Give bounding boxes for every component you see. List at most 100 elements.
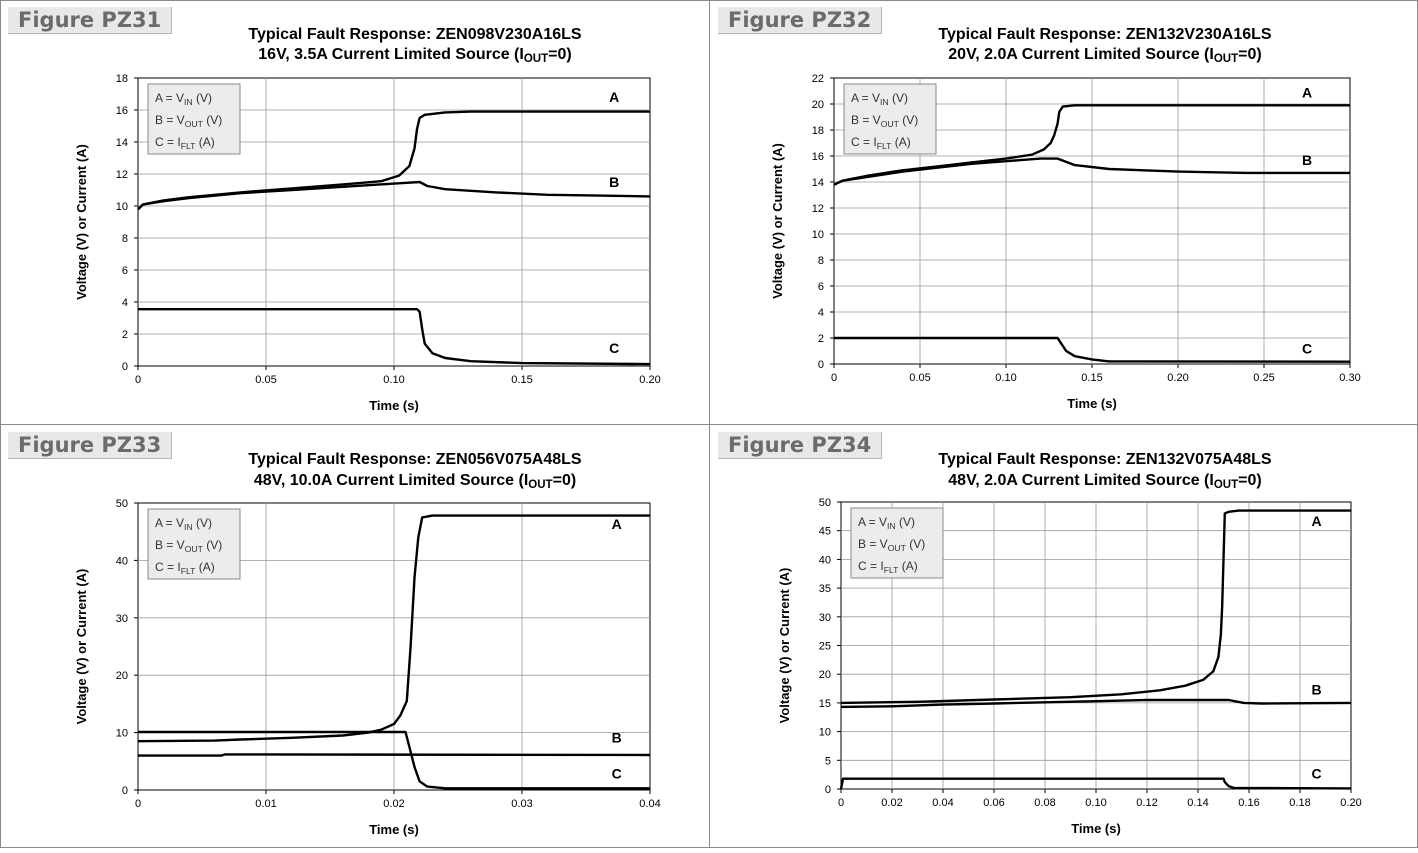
y-tick-label: 20 (812, 99, 824, 111)
y-tick-label: 10 (116, 201, 128, 213)
y-tick-label: 0 (122, 361, 128, 373)
x-tick-label: 0.15 (1081, 372, 1102, 384)
legend-entry: C = IFLT (A) (851, 135, 911, 151)
y-tick-label: 18 (812, 125, 824, 137)
legend-entry: B = VOUT (V) (851, 113, 918, 129)
y-tick-label: 10 (812, 229, 824, 241)
y-tick-label: 0 (122, 785, 128, 797)
series-line-a (137, 514, 650, 743)
y-tick-label: 6 (122, 265, 128, 277)
x-tick-label: 0.10 (383, 374, 404, 386)
x-tick-label: 0.25 (1253, 372, 1274, 384)
x-tick-label: 0.06 (983, 797, 1004, 809)
series-annotation-a: A (609, 89, 619, 105)
x-axis-label: Time (s) (369, 398, 419, 413)
series-annotation-b: B (1302, 152, 1312, 168)
legend-entry: B = VOUT (V) (155, 538, 222, 554)
legend-entry: A = VIN (V) (155, 91, 212, 107)
x-axis-label: Time (s) (369, 822, 419, 837)
y-tick-label: 30 (819, 612, 831, 624)
x-axis-label: Time (s) (1071, 821, 1121, 836)
x-tick-label: 0 (135, 798, 141, 810)
figure-label: Figure PZ34 (718, 432, 883, 459)
legend-entry: B = VOUT (V) (155, 113, 222, 129)
x-tick-label: 0.05 (255, 374, 276, 386)
figure-panel-pz32: Figure PZ32 Typical Fault Response: ZEN1… (710, 0, 1418, 424)
panel-divider-horizontal (0, 424, 1418, 425)
x-tick-label: 0 (838, 797, 844, 809)
y-tick-label: 20 (116, 670, 128, 682)
chart-title: Typical Fault Response: ZEN132V230A16LS (938, 26, 1271, 43)
y-tick-label: 4 (122, 297, 128, 309)
series-annotation-c: C (609, 340, 619, 356)
series-line-b (840, 698, 1352, 709)
series-line-c (839, 777, 1352, 790)
legend-box (147, 508, 241, 580)
x-tick-label: 0.12 (1136, 797, 1157, 809)
legend-entry: C = IFLT (A) (858, 559, 918, 575)
x-tick-label: 0.03 (511, 798, 532, 810)
y-tick-label: 12 (116, 169, 128, 181)
y-tick-label: 16 (812, 151, 824, 163)
y-tick-label: 12 (812, 203, 824, 215)
chart-subtitle: 48V, 10.0A Current Limited Source (IOUT=… (254, 472, 576, 491)
legend-entry: B = VOUT (V) (858, 537, 925, 553)
y-tick-label: 20 (819, 669, 831, 681)
legend-entry: C = IFLT (A) (155, 560, 215, 576)
chart-title: Typical Fault Response: ZEN098V230A16LS (248, 26, 581, 43)
series-line-c (138, 308, 651, 366)
figure-panel-pz34: Figure PZ34 Typical Fault Response: ZEN1… (710, 425, 1418, 848)
legend-box (850, 507, 944, 579)
x-tick-label: 0.05 (909, 372, 930, 384)
y-tick-label: 35 (819, 583, 831, 595)
y-tick-label: 8 (818, 255, 824, 267)
x-tick-label: 0.02 (881, 797, 902, 809)
y-tick-label: 0 (825, 784, 831, 796)
series-annotation-c: C (1302, 341, 1312, 357)
x-tick-label: 0.20 (1340, 797, 1361, 809)
chart-pz32: Typical Fault Response: ZEN132V230A16LS 2… (770, 26, 1361, 411)
y-tick-label: 40 (819, 554, 831, 566)
x-tick-label: 0.04 (932, 797, 953, 809)
series-line-a (840, 509, 1351, 705)
x-tick-label: 0.04 (639, 798, 660, 810)
y-tick-label: 8 (122, 233, 128, 245)
x-tick-label: 0.20 (1167, 372, 1188, 384)
series-annotation-c: C (612, 766, 622, 782)
x-tick-label: 0.30 (1339, 372, 1360, 384)
x-tick-label: 0.02 (383, 798, 404, 810)
series-line-b (833, 157, 1350, 186)
legend-entry: A = VIN (V) (858, 515, 915, 531)
legend-box (843, 83, 937, 155)
y-tick-label: 40 (116, 555, 128, 567)
y-tick-label: 0 (818, 359, 824, 371)
y-tick-label: 10 (819, 727, 831, 739)
series-annotation-a: A (612, 516, 622, 532)
chart-title: Typical Fault Response: ZEN056V075A48LS (248, 451, 581, 468)
y-axis-label: Voltage (V) or Current (A) (74, 569, 89, 725)
chart-subtitle: 48V, 2.0A Current Limited Source (IOUT=0… (948, 472, 1261, 491)
chart-title: Typical Fault Response: ZEN132V075A48LS (938, 451, 1271, 468)
y-tick-label: 10 (116, 728, 128, 740)
y-tick-label: 25 (819, 641, 831, 653)
y-tick-label: 18 (116, 73, 128, 85)
legend-entry: A = VIN (V) (851, 91, 908, 107)
y-tick-label: 50 (116, 498, 128, 510)
x-tick-label: 0.08 (1034, 797, 1055, 809)
x-tick-label: 0.14 (1187, 797, 1208, 809)
y-tick-label: 30 (116, 613, 128, 625)
series-annotation-a: A (1312, 513, 1322, 529)
x-tick-label: 0 (831, 372, 837, 384)
figure-label: Figure PZ31 (8, 7, 173, 34)
legend-box (147, 83, 241, 155)
x-tick-label: 0 (135, 374, 141, 386)
series-line-c (138, 730, 650, 790)
legend-entry: C = IFLT (A) (155, 135, 215, 151)
series-annotation-b: B (612, 729, 622, 745)
series-annotation-b: B (609, 174, 619, 190)
y-tick-label: 50 (819, 497, 831, 509)
figure-label: Figure PZ32 (718, 7, 883, 34)
series-line-b (137, 180, 651, 211)
series-line-a (833, 104, 1350, 186)
x-tick-label: 0.01 (255, 798, 276, 810)
